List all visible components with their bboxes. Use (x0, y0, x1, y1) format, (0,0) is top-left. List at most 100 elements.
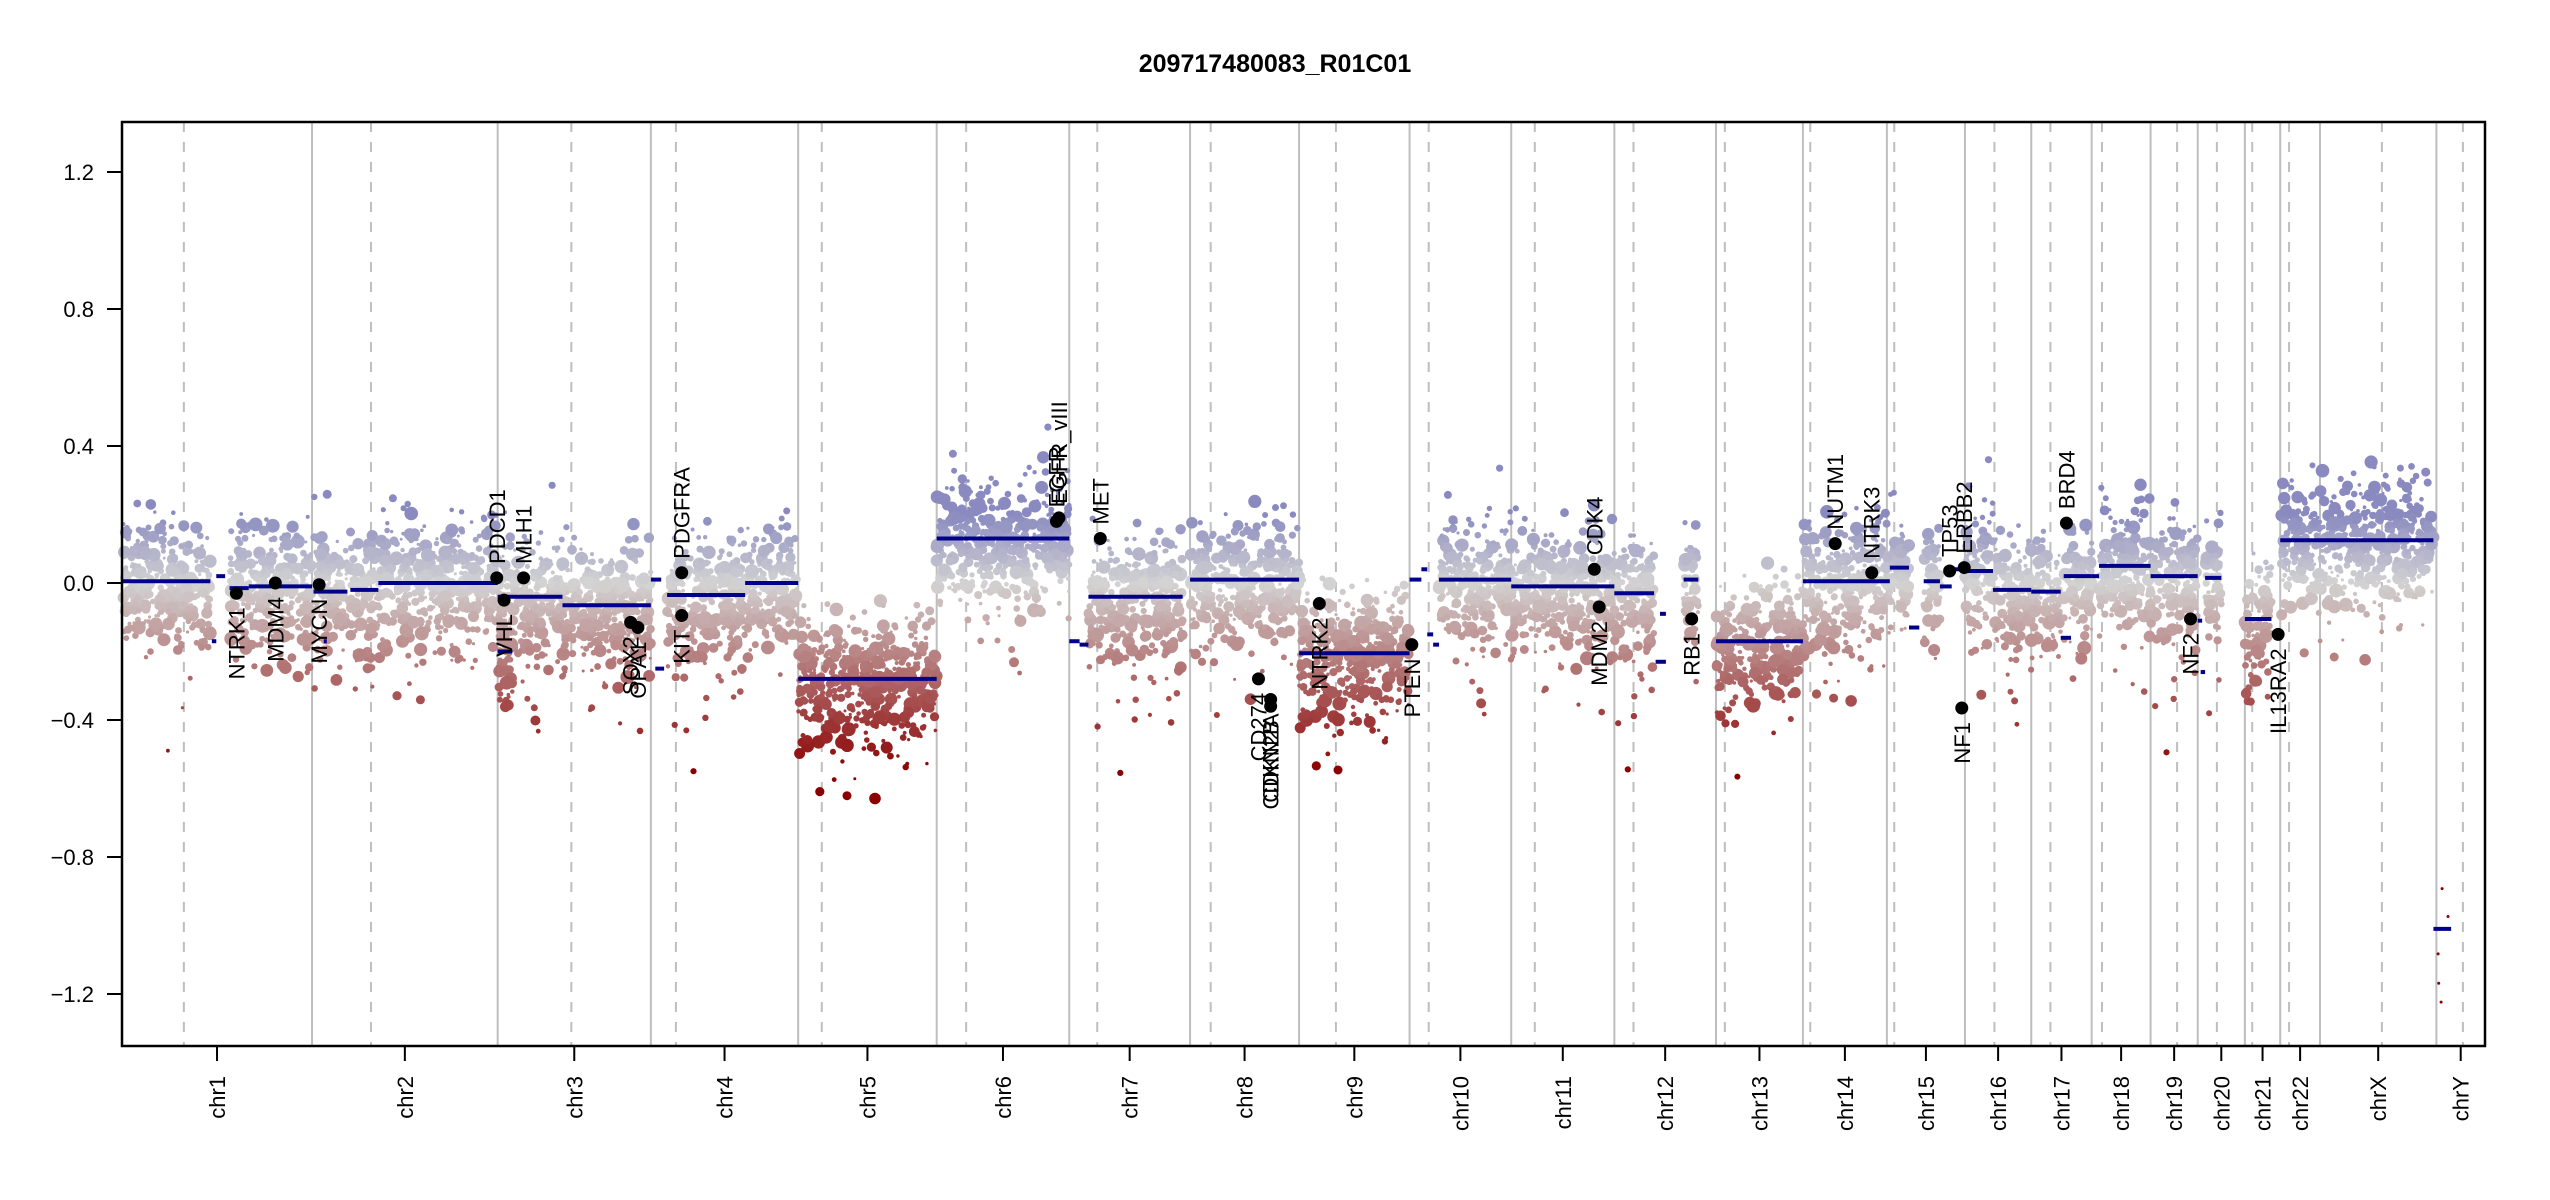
probe-point (450, 538, 459, 548)
probe-point (535, 728, 541, 734)
probe-point (352, 686, 358, 692)
probe-point (1034, 499, 1040, 504)
probe-point (987, 497, 994, 505)
probe-point (438, 630, 443, 635)
probe-point (563, 524, 570, 531)
probe-point (1032, 470, 1037, 475)
probe-point (1033, 566, 1038, 571)
probe-point (396, 602, 409, 615)
probe-point (703, 694, 710, 702)
probe-point (181, 602, 185, 607)
probe-point (548, 481, 556, 489)
probe-point (1356, 608, 1361, 613)
probe-point (969, 579, 976, 585)
probe-point (517, 638, 525, 645)
probe-point (932, 702, 937, 706)
probe-point (764, 565, 769, 571)
probe-point (535, 617, 542, 624)
probe-point (189, 611, 196, 618)
probe-point (290, 534, 305, 549)
probe-point (1365, 608, 1374, 618)
probe-point (824, 601, 831, 608)
probe-point (615, 564, 624, 572)
probe-point (239, 512, 244, 516)
probe-point (1007, 557, 1016, 567)
probe-point (681, 588, 685, 593)
probe-point (516, 601, 521, 605)
probe-point (337, 601, 343, 606)
probe-point (532, 570, 536, 574)
probe-point (313, 645, 322, 654)
probe-point (435, 537, 439, 541)
probe-point (469, 520, 474, 524)
probe-point (245, 558, 256, 570)
probe-point (154, 522, 166, 535)
probe-point (1163, 610, 1168, 615)
probe-point (919, 734, 923, 739)
probe-point (706, 576, 717, 587)
probe-point (1264, 538, 1275, 550)
probe-point (1178, 619, 1186, 627)
probe-point (748, 588, 758, 599)
probe-point (1065, 576, 1071, 581)
probe-point (648, 656, 652, 660)
probe-point (579, 614, 583, 619)
probe-point (947, 585, 952, 590)
probe-point (272, 619, 278, 625)
probe-point (484, 628, 490, 633)
probe-point (1484, 539, 1490, 544)
probe-point (1311, 761, 1321, 771)
probe-point (598, 609, 603, 613)
probe-point (258, 560, 262, 564)
probe-point (898, 722, 906, 729)
probe-point (401, 558, 411, 568)
probe-point (1469, 546, 1475, 552)
probe-point (309, 602, 314, 607)
probe-point (823, 633, 827, 637)
probe-point (518, 546, 526, 554)
probe-point (1396, 595, 1406, 605)
probe-point (696, 535, 702, 540)
probe-point (671, 673, 680, 682)
probe-point (392, 691, 402, 701)
probe-point (535, 626, 549, 640)
probe-point (260, 664, 274, 677)
probe-point (671, 721, 678, 729)
probe-point (241, 601, 246, 607)
probe-point (1012, 544, 1017, 549)
probe-point (707, 550, 711, 555)
probe-point (778, 628, 784, 633)
probe-point (429, 559, 434, 564)
probe-point (1065, 615, 1072, 622)
probe-point (533, 663, 541, 671)
probe-point (362, 557, 370, 565)
probe-point (627, 517, 640, 531)
probe-point (393, 584, 405, 595)
probe-point (579, 618, 594, 633)
probe-point (976, 568, 983, 575)
probe-point (844, 642, 849, 647)
probe-point (205, 629, 211, 635)
probe-point (442, 548, 453, 559)
probe-point (665, 664, 671, 669)
probe-point (143, 592, 151, 600)
probe-point (1275, 533, 1285, 543)
probe-point (889, 639, 895, 644)
probe-point (353, 629, 358, 634)
probe-point (525, 663, 531, 669)
probe-point (444, 606, 449, 611)
probe-point (1481, 587, 1488, 595)
probe-point (865, 651, 873, 659)
probe-point (195, 621, 202, 628)
probe-point (1154, 627, 1160, 632)
probe-point (198, 586, 203, 591)
probe-point (744, 564, 759, 579)
probe-point (966, 479, 970, 483)
probe-point (377, 616, 384, 623)
probe-point (640, 613, 653, 626)
probe-point (1282, 561, 1287, 567)
probe-point (808, 698, 814, 704)
probe-point (1086, 664, 1093, 670)
probe-point (853, 777, 857, 781)
probe-point (433, 598, 437, 602)
